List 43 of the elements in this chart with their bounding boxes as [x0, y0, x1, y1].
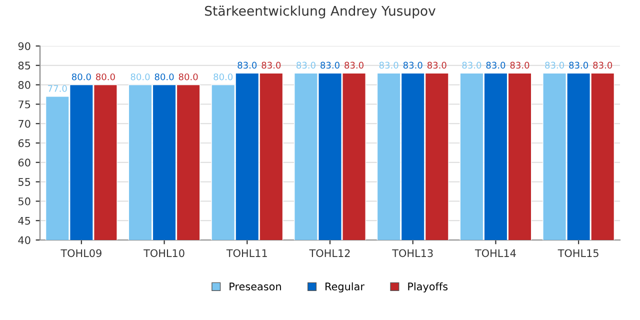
- data-label: 80.0: [178, 73, 198, 80]
- data-label: 80.0: [96, 73, 115, 80]
- y-tick-label: 75: [18, 100, 30, 108]
- data-label: 80.0: [154, 73, 174, 80]
- y-tick-label: 45: [18, 216, 30, 225]
- y-tick-label: 70: [18, 120, 30, 128]
- y-tick-label: 60: [18, 158, 30, 167]
- legend-label: Preseason: [230, 282, 281, 290]
- y-tick-label: 55: [18, 178, 30, 186]
- data-label: 83.0: [379, 62, 398, 69]
- data-label: 83.0: [569, 62, 588, 69]
- data-label: 83.0: [462, 62, 482, 69]
- x-tick-label: TOHL13: [392, 249, 433, 258]
- data-label: 80.0: [214, 73, 233, 80]
- x-tick-label: TOHL09: [60, 249, 102, 258]
- y-tick-label: 40: [18, 236, 30, 244]
- x-tick-label: TOHL10: [144, 249, 184, 258]
- y-tick-label: 65: [18, 139, 30, 148]
- y-tick-label: 85: [18, 62, 30, 70]
- data-label: 83.0: [510, 62, 530, 69]
- data-label: 83.0: [545, 62, 564, 69]
- data-label: 83.0: [593, 62, 612, 69]
- x-tick-label: TOHL15: [558, 249, 598, 258]
- data-label: 80.0: [72, 73, 91, 80]
- data-label: 83.0: [427, 62, 446, 69]
- data-label: 83.0: [296, 62, 316, 69]
- data-label: 83.0: [403, 62, 422, 69]
- x-tick-label: TOHL14: [474, 249, 516, 258]
- x-tick-label: TOHL11: [226, 249, 267, 258]
- y-tick-label: 50: [18, 197, 30, 206]
- chart-title: Stärkeentwicklung Andrey Yusupov: [205, 6, 436, 18]
- data-label: 77.0: [48, 85, 67, 92]
- data-label: 83.0: [486, 62, 506, 69]
- data-label: 80.0: [130, 73, 150, 80]
- data-label: 83.0: [238, 62, 257, 69]
- data-label: 83.0: [344, 62, 364, 69]
- y-tick-label: 90: [18, 42, 30, 50]
- data-label: 83.0: [262, 62, 281, 69]
- y-tick-label: 80: [18, 81, 30, 89]
- legend-label: Playoffs: [408, 282, 448, 292]
- data-label: 83.0: [320, 62, 340, 69]
- legend-label: Regular: [326, 282, 364, 292]
- x-tick-label: TOHL12: [309, 249, 350, 258]
